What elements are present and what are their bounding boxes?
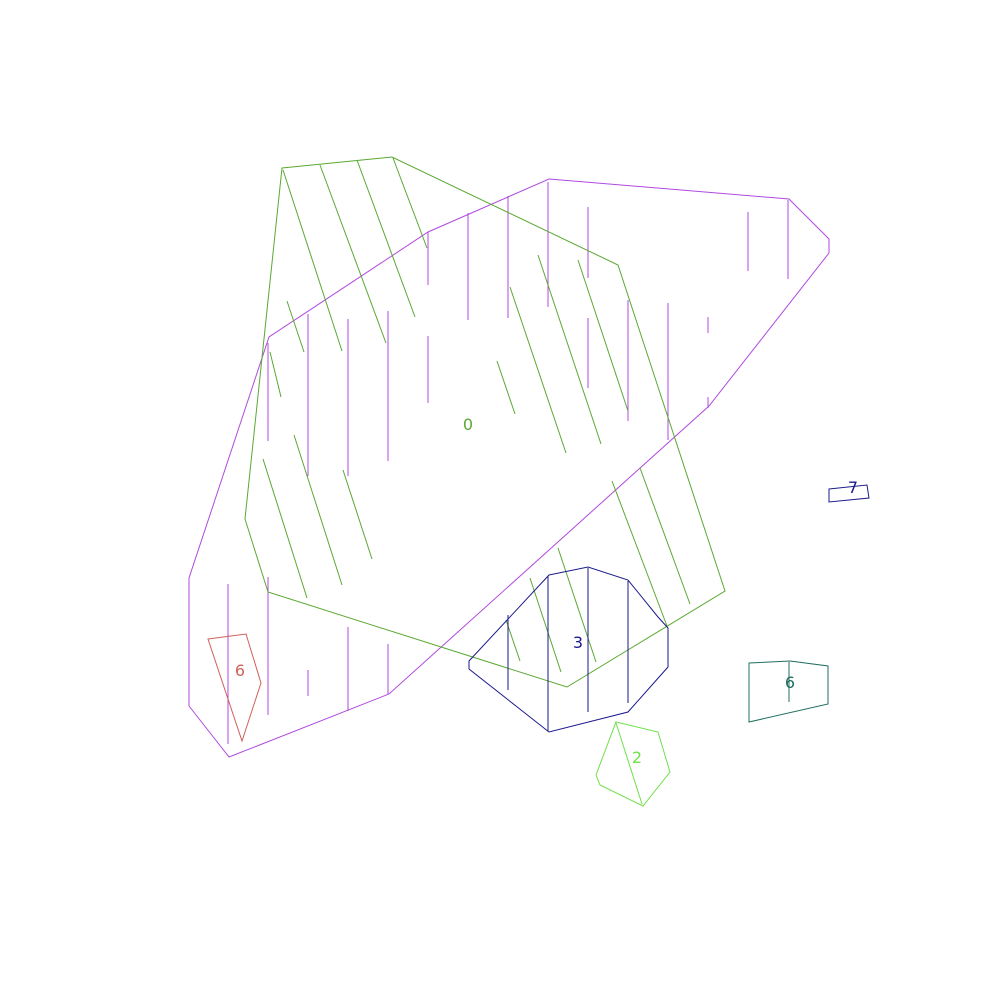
region-2-lightgreen <box>595 721 671 807</box>
region-outline <box>468 566 669 733</box>
region-outline <box>828 484 870 503</box>
region-7-label: 7 <box>848 478 858 497</box>
region-6-salmon <box>207 633 262 743</box>
region-3-label: 3 <box>573 633 583 652</box>
region-unlabeled-violet <box>188 178 830 758</box>
region-outline <box>748 660 829 723</box>
region-0-label: 0 <box>463 415 473 434</box>
region-hatch <box>507 568 629 731</box>
region-hatch <box>262 157 691 673</box>
region-2-label: 2 <box>632 748 642 767</box>
region-hatch <box>615 722 643 805</box>
region-3-navy <box>468 566 669 733</box>
region-outline <box>207 633 262 743</box>
region-0-green <box>244 156 726 688</box>
region-hatch <box>227 182 789 744</box>
region-6-teal-label: 6 <box>785 673 795 692</box>
region-7-navy <box>828 484 870 503</box>
region-6-salmon-label: 6 <box>235 661 245 680</box>
region-outline <box>595 721 671 807</box>
region-6-teal <box>748 660 829 723</box>
region-outline <box>244 156 726 688</box>
region-outline <box>188 178 830 758</box>
